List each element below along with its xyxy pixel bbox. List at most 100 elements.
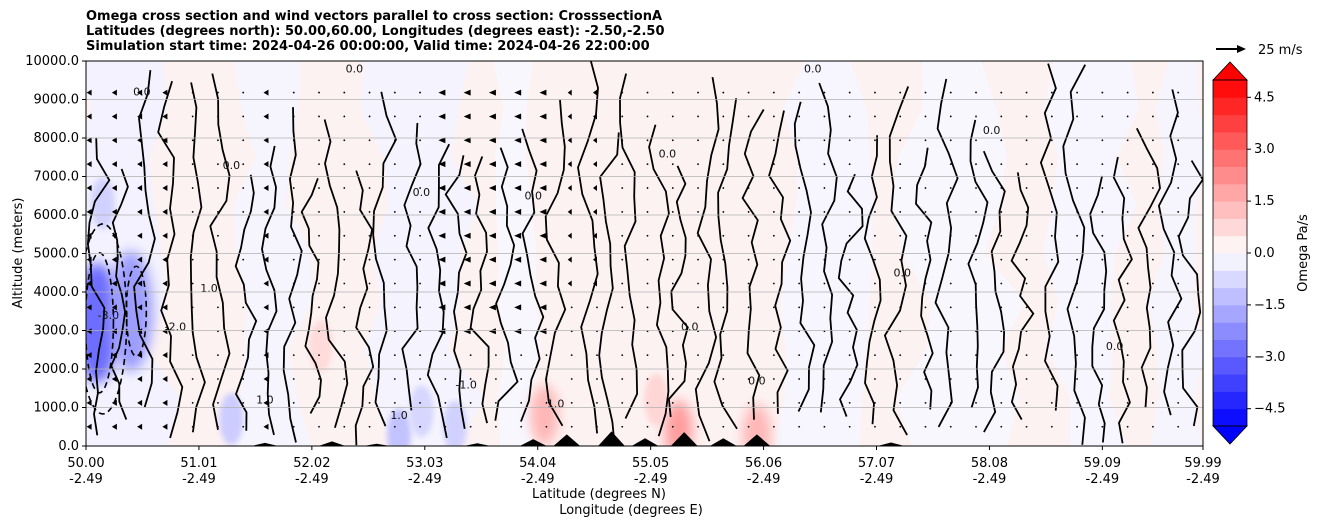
wind-vector — [823, 211, 826, 213]
wind-vector — [292, 354, 295, 357]
wind-vector — [1126, 354, 1129, 357]
wind-vector — [438, 137, 446, 144]
wind-vector — [1025, 163, 1028, 166]
wind-vector — [1000, 401, 1003, 404]
wind-vector — [419, 234, 421, 237]
wind-vector — [86, 89, 92, 96]
wind-vector — [111, 352, 117, 359]
wind-vector — [263, 352, 269, 359]
wind-vector — [539, 232, 547, 239]
wind-vector — [697, 211, 699, 213]
wind-vector — [1025, 139, 1028, 142]
wind-vector — [368, 211, 371, 213]
contour-label: 0.0 — [983, 124, 1001, 137]
wind-vector — [874, 163, 876, 166]
contour-label: 1.0 — [390, 409, 408, 422]
wind-vector — [1152, 282, 1154, 285]
x-tick-label-lon: -2.49 — [182, 472, 216, 487]
y-tick-label: 9000.0 — [34, 93, 80, 108]
wind-vector — [514, 185, 522, 192]
wind-vector — [162, 256, 168, 263]
wind-vector — [217, 258, 219, 261]
wind-vector — [646, 354, 649, 357]
wind-vector — [924, 139, 927, 142]
wind-vector — [86, 280, 92, 287]
wind-vector — [545, 401, 548, 404]
wind-vector — [137, 376, 143, 383]
wind-vector — [539, 208, 547, 215]
wind-vector — [567, 185, 572, 192]
wind-vector — [1177, 163, 1180, 166]
wind-vector — [646, 378, 649, 380]
wind-vector — [621, 115, 624, 118]
wind-vector — [368, 378, 371, 380]
wind-vector — [111, 399, 117, 406]
wind-vector — [1177, 354, 1180, 357]
wind-vector — [539, 113, 547, 120]
wind-vector — [191, 306, 194, 309]
wind-vector — [137, 89, 143, 96]
wind-vector — [874, 187, 876, 189]
wind-vector — [242, 306, 245, 309]
wind-vector — [1025, 115, 1028, 118]
wind-vector — [191, 282, 194, 285]
wind-vector — [949, 91, 952, 94]
wind-vector — [263, 161, 269, 168]
omega-patch — [409, 385, 434, 438]
omega-patch — [387, 408, 412, 446]
wind-vector — [772, 91, 775, 94]
wind-vector — [292, 211, 295, 213]
wind-vector — [1126, 211, 1129, 213]
wind-vector — [874, 378, 876, 380]
wind-vector — [488, 89, 496, 96]
wind-vector — [162, 423, 168, 430]
wind-vector — [242, 258, 245, 261]
plot-content: 0.00.00.00.00.00.00.00.00.00.00.00.0-2.0… — [86, 61, 1203, 446]
quiver-key-label: 25 m/s — [1258, 43, 1303, 58]
wind-vector — [1076, 282, 1078, 285]
omega-feature — [742, 404, 771, 446]
y-axis: 0.0 1000.0 2000.0 3000.0 4000.0 5000.0 6000.0 7… — [25, 54, 86, 454]
wind-vector — [1050, 211, 1053, 213]
wind-vector — [924, 401, 927, 404]
wind-vector — [86, 113, 92, 120]
wind-vector — [1076, 115, 1078, 118]
contour-zero-line — [915, 147, 934, 410]
wind-vector — [137, 113, 143, 120]
omega-patch — [90, 177, 115, 230]
wind-vector — [1025, 401, 1028, 404]
wind-vector — [162, 208, 168, 215]
x-axis-label-longitude: Longitude (degrees E) — [559, 503, 703, 518]
wind-vector — [823, 91, 826, 94]
wind-vector — [924, 354, 927, 357]
wind-vector — [646, 139, 649, 142]
wind-vector — [514, 328, 522, 335]
wind-vector — [646, 306, 649, 309]
wind-vector — [463, 304, 471, 311]
wind-vector — [798, 91, 801, 94]
chart-title: Omega cross section and wind vectors par… — [86, 9, 665, 54]
wind-vector — [514, 137, 522, 144]
wind-vector — [463, 256, 471, 263]
wind-vector — [217, 306, 219, 309]
wind-vector — [191, 139, 194, 142]
contour-label: 0.0 — [893, 267, 911, 280]
wind-vector — [848, 234, 851, 237]
wind-vector — [848, 425, 851, 428]
wind-vector — [520, 425, 523, 428]
wind-vector — [111, 423, 117, 430]
negative-contour — [125, 265, 148, 358]
wind-vector — [671, 163, 674, 166]
wind-vector — [975, 139, 977, 142]
wind-vector — [899, 401, 902, 404]
wind-vector — [368, 306, 371, 309]
y-tick-label: 1000.0 — [34, 401, 80, 416]
contour-zero-line — [598, 132, 620, 445]
wind-vector — [874, 425, 876, 428]
contour-label: 0.0 — [681, 321, 699, 334]
wind-vector — [318, 258, 320, 261]
wind-vector — [162, 89, 168, 96]
wind-vector — [570, 354, 573, 357]
wind-vector — [393, 401, 396, 404]
wind-vector — [975, 163, 977, 166]
